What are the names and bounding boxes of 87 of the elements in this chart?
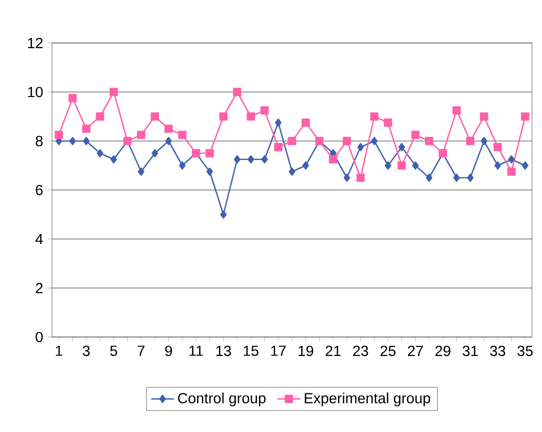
y-tick-label: 2 (36, 282, 43, 294)
y-tick-label: 10 (28, 86, 43, 98)
point (522, 161, 528, 170)
point (480, 112, 488, 121)
point (69, 136, 76, 146)
point (329, 155, 338, 164)
x-tick-label: 29 (435, 346, 450, 356)
x-tick-label: 33 (490, 346, 506, 356)
x-tick-label: 11 (189, 346, 203, 356)
x-tick-label: 13 (216, 346, 231, 356)
point (137, 130, 146, 140)
point (82, 124, 90, 133)
x-tick-label: 17 (271, 346, 286, 356)
x-tick-label: 23 (353, 346, 368, 356)
point (398, 161, 406, 170)
point (178, 130, 186, 140)
point (398, 142, 405, 152)
point (219, 112, 228, 121)
point (96, 112, 104, 121)
y-tick-label: 0 (36, 332, 43, 342)
legend-label: Control group (178, 392, 266, 406)
point (356, 174, 365, 182)
point (357, 142, 364, 152)
point (206, 167, 213, 176)
point (425, 136, 434, 146)
y-tick-label: 12 (28, 38, 43, 48)
x-tick-label: 35 (518, 346, 533, 356)
point (494, 161, 501, 170)
point (288, 167, 296, 176)
point (412, 161, 419, 170)
point (165, 136, 172, 146)
point (220, 210, 227, 219)
point (452, 106, 461, 115)
point (110, 155, 117, 164)
point (179, 161, 186, 170)
point (275, 118, 282, 127)
point (344, 174, 350, 182)
point (411, 130, 420, 140)
point (371, 136, 378, 146)
legend-label: Experimental group (304, 392, 430, 406)
point (233, 88, 242, 96)
point (54, 130, 63, 140)
point (467, 174, 474, 182)
point (110, 88, 118, 96)
point (494, 142, 502, 152)
point (260, 106, 269, 115)
point (370, 112, 378, 121)
x-tick-label: 7 (138, 346, 144, 356)
x-tick-label: 5 (110, 346, 118, 356)
point (453, 174, 460, 182)
point (288, 136, 296, 146)
x-tick-label: 31 (462, 346, 478, 356)
point (206, 149, 214, 158)
point (164, 124, 173, 133)
point (302, 161, 309, 170)
point (384, 118, 392, 127)
x-tick-label: 21 (326, 346, 341, 356)
x-tick-label: 25 (380, 346, 396, 356)
x-tick-label: 9 (165, 346, 172, 356)
y-tick-label: 4 (35, 234, 43, 244)
point (150, 112, 159, 121)
x-tick-label: 3 (82, 346, 90, 356)
x-tick-label: 27 (408, 346, 423, 356)
point (521, 112, 530, 121)
point (248, 155, 254, 164)
point (96, 149, 104, 158)
point (302, 118, 310, 127)
point (508, 155, 515, 164)
point (234, 155, 240, 164)
x-tick-label: 15 (244, 346, 258, 356)
point (480, 136, 488, 146)
x-tick-label: 19 (298, 346, 314, 356)
point (246, 112, 255, 121)
point (68, 94, 77, 102)
point (342, 136, 351, 146)
point (138, 167, 144, 176)
point (507, 167, 516, 176)
point (274, 142, 282, 152)
y-tick-label: 6 (36, 184, 43, 196)
point (152, 149, 158, 158)
point (426, 174, 432, 182)
point (83, 136, 90, 146)
x-tick-label: 1 (56, 346, 62, 356)
point (261, 155, 268, 164)
point (466, 136, 474, 146)
y-tick-label: 8 (36, 136, 43, 146)
point (384, 161, 392, 170)
